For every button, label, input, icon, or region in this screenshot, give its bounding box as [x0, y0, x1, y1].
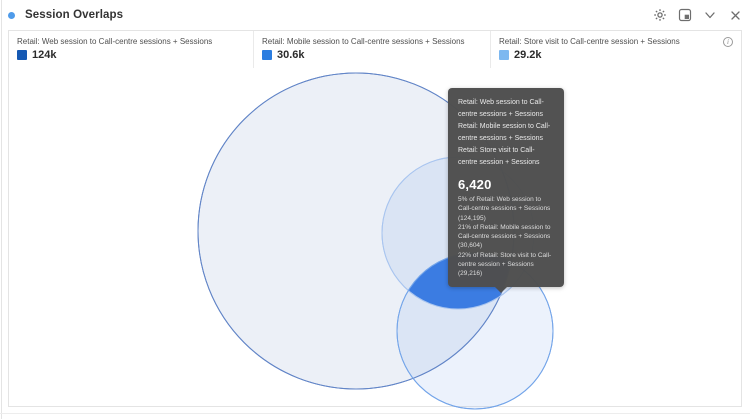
legend-swatch-web [17, 50, 27, 60]
workspace-left-divider [1, 0, 2, 419]
legend-value: 30.6k [277, 49, 305, 61]
tooltip-segment-web: Retail: Web session to Call-centre sessi… [458, 99, 544, 118]
legend-value: 124k [32, 49, 57, 61]
visualization-header: Session Overlaps [0, 0, 750, 30]
tooltip-pointer [495, 286, 507, 293]
close-icon[interactable] [728, 8, 742, 22]
legend-item-mobile[interactable]: Retail: Mobile session to Call-centre se… [254, 31, 491, 68]
venn-visualization-panel: Retail: Web session to Call-centre sessi… [8, 30, 742, 407]
chevron-down-icon[interactable] [703, 8, 717, 22]
viz-accent-dot [8, 11, 15, 19]
legend-label: Retail: Store visit to Call-centre sessi… [499, 37, 680, 46]
chart-tooltip: Retail: Web session to Call-centre sessi… [448, 88, 564, 293]
tooltip-segment-store: Retail: Store visit to Call-centre sessi… [458, 147, 540, 166]
legend-label: Retail: Mobile session to Call-centre se… [262, 37, 465, 46]
legend-label: Retail: Web session to Call-centre sessi… [17, 37, 213, 46]
maximize-icon[interactable] [678, 8, 692, 22]
legend-item-store[interactable]: Retail: Store visit to Call-centre sessi… [491, 31, 741, 68]
legend-swatch-mobile [262, 50, 272, 60]
tooltip-breakdown-mobile: 21% of Retail: Mobile session to Call-ce… [458, 223, 551, 250]
legend-swatch-store [499, 50, 509, 60]
legend: Retail: Web session to Call-centre sessi… [9, 31, 741, 68]
gear-icon[interactable] [653, 8, 667, 22]
legend-item-web[interactable]: Retail: Web session to Call-centre sessi… [9, 31, 254, 68]
tooltip-overlap-value: 6,420 [458, 177, 492, 192]
tooltip-breakdown-web: 5% of Retail: Web session to Call-centre… [458, 196, 551, 222]
venn-overlap-highlight[interactable] [397, 253, 553, 409]
next-panel-divider [0, 413, 750, 414]
tooltip-segment-mobile: Retail: Mobile session to Call-centre se… [458, 123, 551, 142]
header-icon-group [653, 0, 742, 30]
legend-value: 29.2k [514, 49, 542, 61]
page-title: Session Overlaps [25, 9, 124, 21]
info-icon[interactable]: i [723, 37, 733, 47]
tooltip-breakdown-store: 22% of Retail: Store visit to Call-centr… [458, 251, 552, 278]
